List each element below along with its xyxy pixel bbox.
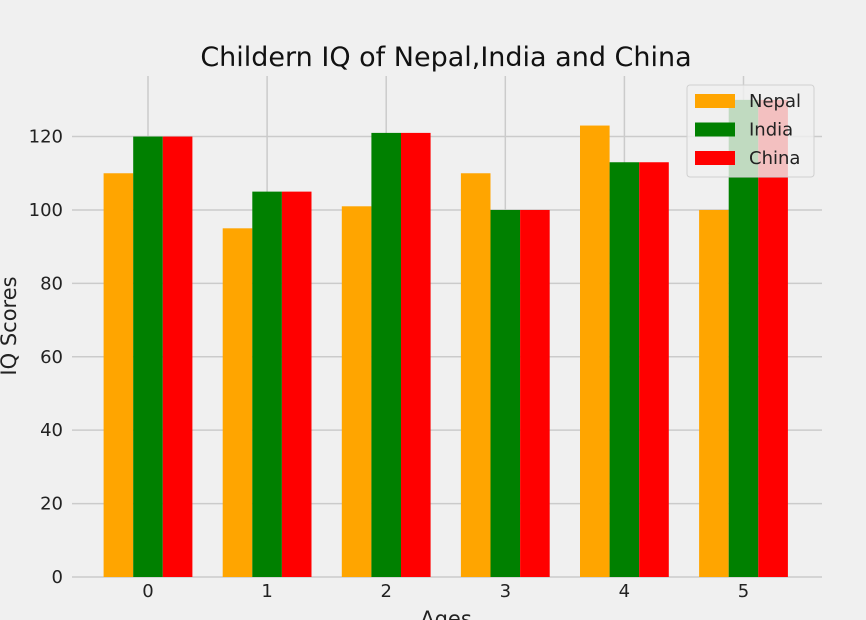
bar-india-0 [133,136,163,578]
legend: Nepal India China [686,84,815,178]
legend-swatch-nepal [695,94,735,108]
y-tick-labels: 0 20 40 60 80 100 120 [29,127,63,588]
bar-nepal-2 [341,206,372,578]
bars-group [103,99,788,578]
x-tick-label: 1 [261,581,272,602]
x-tick-label: 3 [500,581,511,602]
x-tick-label: 0 [142,581,153,602]
x-tick-label: 5 [738,581,749,602]
y-tick-label: 60 [40,347,63,368]
y-tick-label: 0 [52,567,63,588]
legend-swatch-india [695,122,735,137]
bar-china-4 [639,162,669,577]
y-tick-label: 80 [40,273,63,294]
bar-nepal-4 [580,125,610,578]
y-axis-title: IQ Scores [0,276,21,375]
x-tick-labels: 0 1 2 3 4 5 [142,581,749,602]
y-tick-label: 120 [29,127,63,148]
bar-india-3 [490,209,521,577]
legend-label-china: China [749,148,800,169]
bar-china-1 [281,191,312,577]
y-tick-label: 40 [40,420,63,441]
bar-india-5 [728,99,759,577]
bar-china-5 [758,99,788,577]
chart-title: Childern IQ of Nepal,India and China [200,42,691,73]
x-tick-label: 2 [380,581,391,602]
legend-label-india: India [749,120,793,141]
bar-nepal-5 [699,209,729,577]
bar-nepal-3 [460,173,491,577]
bar-china-2 [401,132,431,577]
legend-label-nepal: Nepal [749,91,801,112]
bar-india-4 [609,162,640,577]
bar-india-1 [252,191,282,577]
bar-nepal-0 [103,173,134,577]
x-tick-label: 4 [619,581,630,602]
bar-india-2 [371,132,401,577]
bar-nepal-1 [222,228,253,578]
bar-china-0 [162,136,193,578]
legend-swatch-china [695,151,735,165]
y-tick-label: 20 [40,494,63,515]
bar-china-3 [520,209,550,577]
x-axis-title: Ages [420,607,472,620]
y-tick-label: 100 [29,200,63,221]
